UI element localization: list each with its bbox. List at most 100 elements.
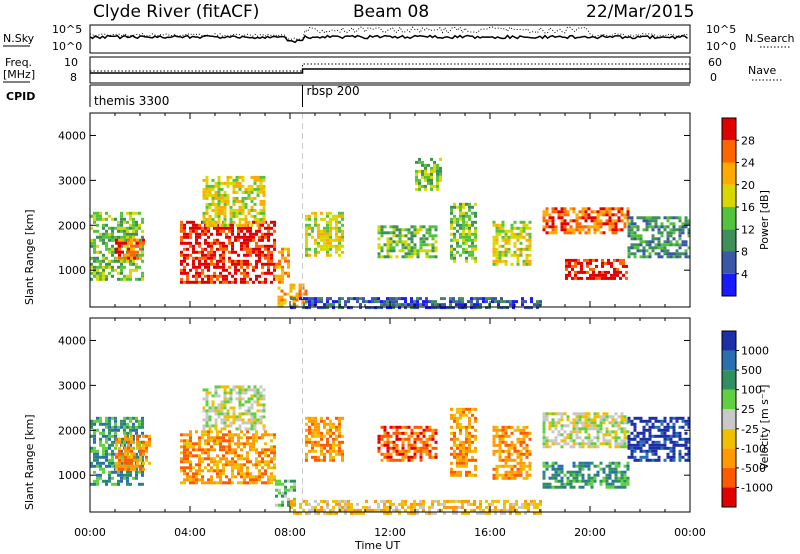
echo-cell <box>657 419 661 423</box>
echo-cell <box>581 476 585 480</box>
echo-cell <box>267 478 270 482</box>
echo-cell <box>497 303 500 307</box>
echo-cell <box>657 434 661 438</box>
echo-cell <box>465 428 468 432</box>
echo-cell <box>566 418 570 422</box>
echo-cell <box>320 458 323 462</box>
echo-cell <box>207 481 210 485</box>
echo-cell <box>433 169 436 173</box>
echo-cell <box>410 234 414 238</box>
echo-cell <box>126 235 129 239</box>
echo-cell <box>241 403 245 407</box>
echo-cell <box>238 220 242 224</box>
echo-cell <box>465 413 468 417</box>
echo-cell <box>642 240 646 244</box>
echo-cell <box>578 421 582 425</box>
echo-cell <box>623 479 627 483</box>
echo-cell <box>581 427 585 431</box>
echo-cell <box>214 205 218 209</box>
echo-cell <box>96 479 99 483</box>
echo-cell <box>450 413 453 417</box>
echo-cell <box>222 463 225 467</box>
echo-cell <box>205 181 209 185</box>
echo-cell <box>229 175 233 179</box>
echo-cell <box>267 235 270 239</box>
echo-cell <box>258 229 261 233</box>
echo-cell <box>217 199 221 203</box>
echo-cell <box>252 232 255 236</box>
echo-cell <box>232 196 236 200</box>
echo-cell <box>223 412 227 416</box>
echo-cell <box>205 205 209 209</box>
echo-cell <box>192 229 195 233</box>
echo-cell <box>232 190 236 194</box>
echo-cell <box>446 306 449 310</box>
echo-cell <box>422 431 426 435</box>
echo-cell <box>611 485 615 489</box>
echo-cell <box>207 436 210 440</box>
echo-cell <box>495 443 499 447</box>
echo-cell <box>645 225 649 229</box>
echo-cell <box>453 247 456 251</box>
echo-cell <box>572 476 576 480</box>
echo-cell <box>510 467 514 471</box>
echo-cell <box>554 421 558 425</box>
echo-cell <box>522 434 526 438</box>
echo-cell <box>581 210 585 214</box>
echo-cell <box>228 241 231 245</box>
echo-cell <box>651 249 655 253</box>
echo-cell <box>142 467 145 471</box>
echo-cell <box>419 452 423 456</box>
echo-cell <box>105 482 108 486</box>
echo-cell <box>465 220 468 224</box>
echo-cell <box>225 439 228 443</box>
echo-cell <box>202 388 206 392</box>
echo-cell <box>566 424 570 428</box>
echo-cell <box>277 286 281 290</box>
echo-cell <box>528 464 532 468</box>
echo-cell <box>311 455 314 459</box>
echo-cell <box>678 434 682 438</box>
echo-cell <box>207 268 210 272</box>
echo-cell <box>450 473 453 477</box>
echo-cell <box>216 442 219 446</box>
echo-cell <box>436 169 439 173</box>
echo-cell <box>359 306 362 310</box>
echo-cell <box>305 434 308 438</box>
echo-cell <box>572 418 576 422</box>
echo-cell <box>428 428 432 432</box>
echo-cell <box>290 306 293 310</box>
echo-cell <box>513 232 517 236</box>
echo-cell <box>255 460 258 464</box>
echo-cell <box>207 235 210 239</box>
echo-cell <box>204 457 207 461</box>
echo-cell <box>605 464 609 468</box>
echo-cell <box>633 422 637 426</box>
echo-cell <box>525 425 529 429</box>
echo-cell <box>581 412 585 416</box>
echo-cell <box>326 241 329 245</box>
echo-cell <box>425 306 428 310</box>
echo-cell <box>485 499 488 503</box>
echo-cell <box>252 442 255 446</box>
nsky-line <box>89 34 688 44</box>
echo-cell <box>238 415 242 419</box>
echo-cell <box>235 208 239 212</box>
echo-cell <box>566 476 570 480</box>
echo-cell <box>453 440 456 444</box>
echo-cell <box>639 437 643 441</box>
echo-cell <box>386 508 389 512</box>
echo-cell <box>660 422 664 426</box>
echo-cell <box>663 431 667 435</box>
echo-cell <box>578 473 582 477</box>
echo-cell <box>255 430 258 434</box>
echo-cell <box>96 473 99 477</box>
echo-cell <box>418 181 421 185</box>
echo-cell <box>407 246 411 250</box>
nsky-axis-bottom: 10^0 <box>52 40 82 53</box>
echo-cell <box>127 250 130 254</box>
echo-cell <box>293 502 296 506</box>
echo-cell <box>404 297 407 301</box>
echo-cell <box>129 211 132 215</box>
echo-cell <box>593 225 597 229</box>
